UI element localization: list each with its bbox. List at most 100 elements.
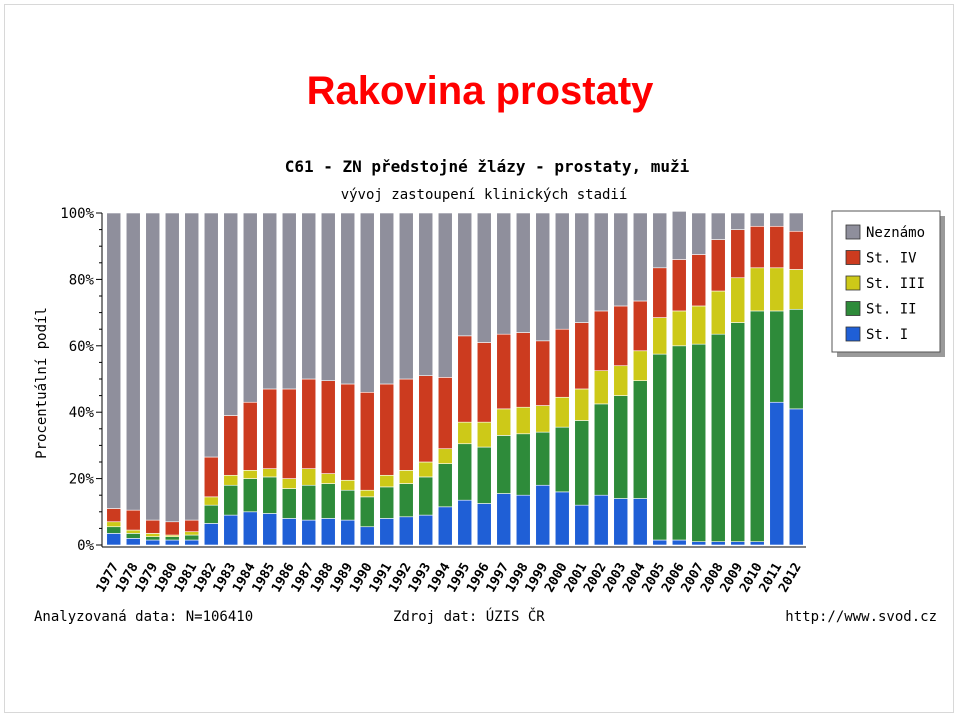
- bar-st-ii-2005: [652, 353, 668, 541]
- bar-neznamo-1993: [418, 212, 434, 376]
- bar-st-ii-1992: [398, 483, 414, 518]
- bar-st-ii-1996: [476, 446, 492, 504]
- bar-st-ii-1985: [262, 476, 278, 514]
- bar-st-iii-2012: [788, 269, 804, 310]
- bar-st-iii-1989: [340, 479, 356, 491]
- bar-neznamo-1992: [398, 212, 414, 380]
- bar-st-ii-1991: [379, 486, 395, 519]
- bar-st-ii-1982: [203, 504, 219, 524]
- bar-st-iv-2004: [632, 300, 648, 352]
- bar-st-iii-1997: [496, 408, 512, 436]
- bar-st-i-1977: [106, 533, 122, 546]
- legend-swatch-st-iv: [845, 250, 861, 265]
- bar-st-i-1978: [125, 538, 141, 546]
- bar-st-iii-1993: [418, 461, 434, 478]
- bar-st-ii-1995: [457, 443, 473, 501]
- chart-subtitle: vývoj zastoupení klinických stadií: [341, 187, 628, 203]
- bar-st-ii-2002: [593, 403, 609, 496]
- y-tick-label-0: 0%: [77, 538, 94, 554]
- bar-neznamo-1983: [223, 212, 239, 416]
- bar-st-iv-1981: [184, 519, 200, 533]
- bar-st-iii-2002: [593, 370, 609, 405]
- bar-st-ii-2000: [554, 426, 570, 493]
- bar-st-iv-2012: [788, 230, 804, 270]
- bar-st-ii-1994: [437, 463, 453, 508]
- bar-st-ii-1997: [496, 435, 512, 494]
- bar-st-iv-1987: [301, 378, 317, 469]
- bar-neznamo-2008: [710, 212, 726, 240]
- bar-neznamo-1978: [125, 212, 141, 511]
- bar-st-i-2008: [710, 541, 726, 546]
- bar-neznamo-1977: [106, 212, 122, 509]
- bar-st-iv-2006: [671, 259, 687, 312]
- bar-st-iv-1984: [242, 401, 258, 471]
- bar-st-iv-1995: [457, 335, 473, 423]
- bar-st-i-1981: [184, 539, 200, 546]
- bar-st-iii-1991: [379, 474, 395, 488]
- bar-neznamo-2009: [730, 212, 746, 230]
- bar-st-i-1995: [457, 499, 473, 546]
- bar-st-ii-1998: [515, 433, 531, 496]
- bar-st-iii-2011: [769, 267, 785, 312]
- bar-st-iii-1984: [242, 469, 258, 479]
- bar-st-iv-1989: [340, 383, 356, 481]
- bar-st-iv-1982: [203, 456, 219, 498]
- bar-st-i-1998: [515, 494, 531, 546]
- bar-st-i-2009: [730, 541, 746, 546]
- slide-frame: [4, 4, 954, 713]
- bar-st-ii-1984: [242, 478, 258, 513]
- bar-st-iv-1978: [125, 509, 141, 531]
- bar-st-ii-1990: [359, 496, 375, 528]
- bar-st-iii-2009: [730, 277, 746, 323]
- footer-url: http://www.svod.cz: [785, 609, 937, 625]
- bar-st-ii-1989: [340, 489, 356, 521]
- bar-st-i-2007: [691, 541, 707, 546]
- bar-st-i-1996: [476, 503, 492, 546]
- bar-st-i-1985: [262, 513, 278, 546]
- bar-st-iv-2007: [691, 254, 707, 307]
- bar-neznamo-1996: [476, 212, 492, 343]
- bar-st-iv-2000: [554, 328, 570, 398]
- bar-neznamo-1985: [262, 212, 278, 390]
- bar-st-ii-2003: [613, 395, 629, 499]
- bar-st-iii-1982: [203, 496, 219, 506]
- bar-neznamo-1988: [320, 212, 336, 381]
- bar-st-i-1997: [496, 493, 512, 546]
- bar-st-i-2004: [632, 498, 648, 546]
- bar-st-iv-1983: [223, 415, 239, 476]
- bar-neznamo-2001: [574, 212, 590, 323]
- bar-st-i-1980: [164, 539, 180, 546]
- bar-st-iii-2001: [574, 388, 590, 421]
- bar-st-i-1983: [223, 514, 239, 546]
- bar-neznamo-1982: [203, 212, 219, 458]
- bar-st-iv-1997: [496, 333, 512, 410]
- bar-neznamo-1989: [340, 212, 356, 385]
- bar-st-iii-1986: [281, 478, 297, 489]
- bar-neznamo-1980: [164, 212, 180, 523]
- chart-title: C61 - ZN předstojné žlázy - prostaty, mu…: [285, 157, 690, 176]
- bar-st-iii-1983: [223, 474, 239, 486]
- bar-st-iii-1994: [437, 448, 453, 464]
- bar-st-i-1989: [340, 519, 356, 546]
- y-tick-label-4: 80%: [69, 272, 95, 288]
- y-axis-label: Procentuální podíl: [34, 307, 50, 459]
- bar-st-i-1986: [281, 518, 297, 546]
- bar-st-iii-2005: [652, 317, 668, 355]
- bar-st-ii-2010: [749, 310, 765, 542]
- bar-st-i-2000: [554, 491, 570, 546]
- bar-neznamo-1995: [457, 212, 473, 337]
- bar-neznamo-1998: [515, 212, 531, 333]
- bar-st-ii-1983: [223, 484, 239, 516]
- bar-st-ii-2007: [691, 343, 707, 542]
- bar-st-iv-1991: [379, 383, 395, 476]
- footer-source: Zdroj dat: ÚZIS ČR: [393, 607, 545, 625]
- slide-title: Rakovina prostaty: [306, 69, 654, 113]
- bar-st-iii-1999: [535, 405, 551, 433]
- bar-neznamo-1981: [184, 212, 200, 521]
- bar-st-ii-1980: [164, 536, 180, 541]
- bar-st-i-1999: [535, 484, 551, 546]
- bar-st-i-1992: [398, 516, 414, 546]
- bar-st-ii-1981: [184, 534, 200, 541]
